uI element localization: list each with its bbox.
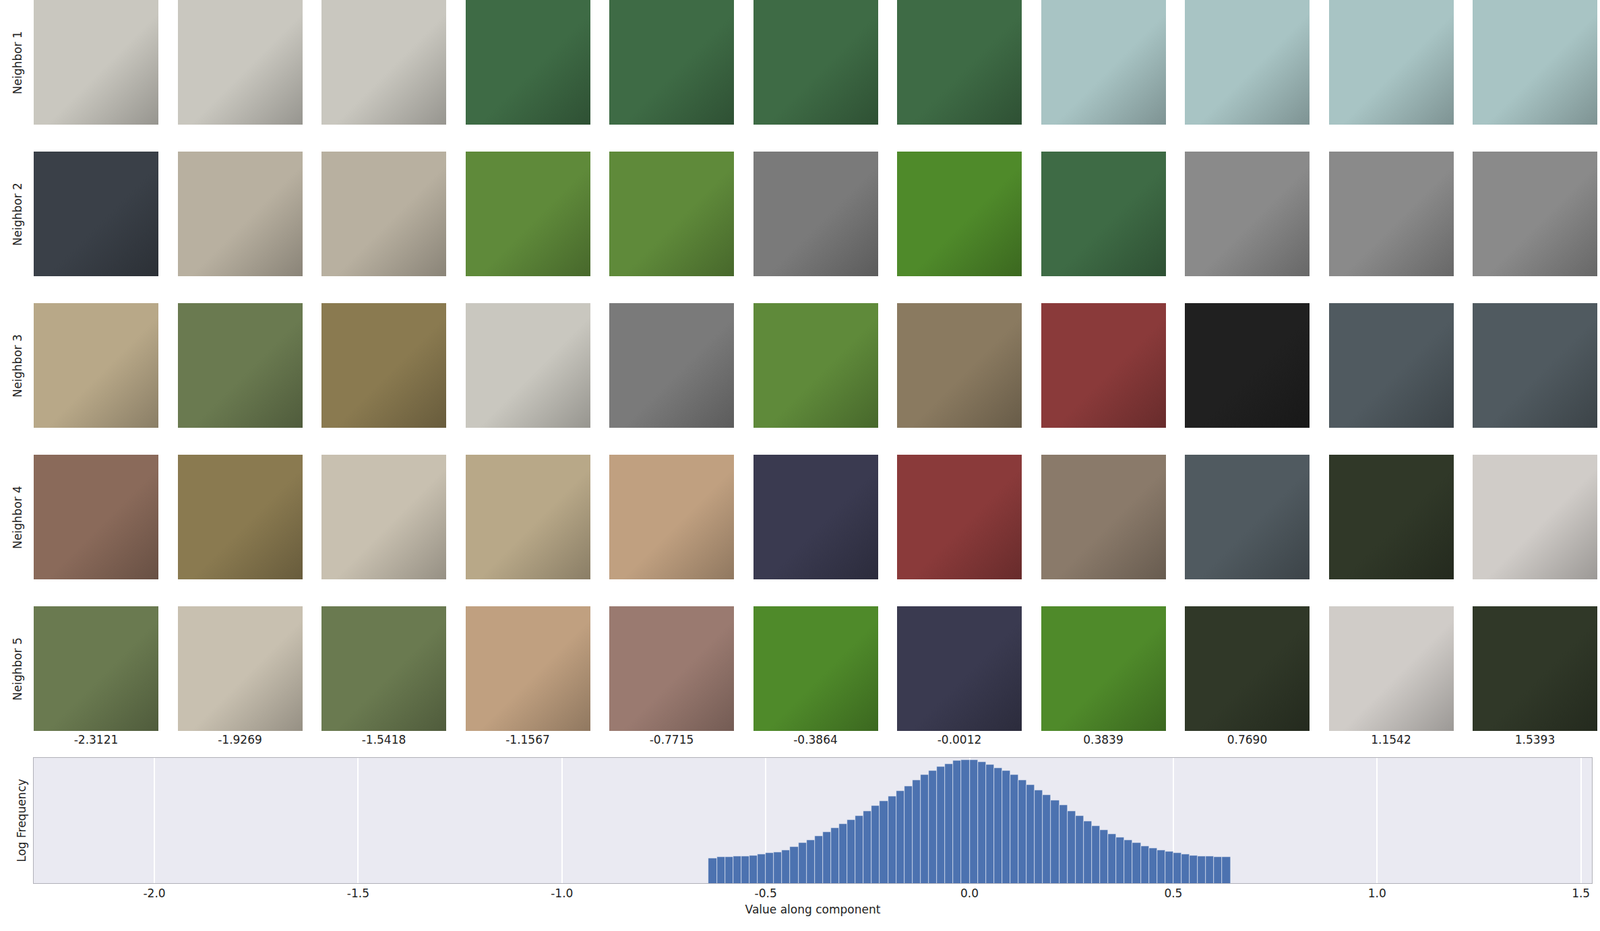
html-text:0.7690: 0.7690 bbox=[1227, 733, 1268, 747]
svg-text:0.0: 0.0 bbox=[960, 886, 979, 901]
svg-text:-1.0: -1.0 bbox=[550, 886, 573, 901]
html-text:0.3839: 0.3839 bbox=[1083, 733, 1124, 747]
html-text:-1.1567: -1.1567 bbox=[505, 733, 550, 747]
svg-text:-0.5: -0.5 bbox=[754, 886, 778, 901]
html-text:-0.3864: -0.3864 bbox=[793, 733, 838, 747]
html-text:1.5393: 1.5393 bbox=[1514, 733, 1555, 747]
html-text:-1.9269: -1.9269 bbox=[217, 733, 263, 747]
svg-text:Value along component: Value along component bbox=[745, 903, 881, 917]
svg-text:Log Frequency: Log Frequency bbox=[14, 779, 29, 863]
html-text:-1.5418: -1.5418 bbox=[361, 733, 406, 747]
html-text:Neighbor 3: Neighbor 3 bbox=[10, 334, 25, 398]
svg-text:-2.0: -2.0 bbox=[142, 886, 166, 901]
svg-text:0.5: 0.5 bbox=[1163, 886, 1183, 901]
svg-text:-1.5: -1.5 bbox=[347, 886, 370, 901]
html-text:Neighbor 2: Neighbor 2 bbox=[10, 182, 25, 246]
html-text:1.1542: 1.1542 bbox=[1371, 733, 1412, 747]
svg-text:1.5: 1.5 bbox=[1571, 886, 1590, 901]
html-text:Neighbor 1: Neighbor 1 bbox=[10, 30, 25, 94]
html-text:Neighbor 4: Neighbor 4 bbox=[10, 485, 25, 549]
html-text:-0.7715: -0.7715 bbox=[649, 733, 694, 747]
html-text:-0.0012: -0.0012 bbox=[937, 733, 982, 747]
html-text:Neighbor 5: Neighbor 5 bbox=[10, 637, 25, 701]
svg-text:1.0: 1.0 bbox=[1368, 886, 1387, 901]
html-text:-2.3121: -2.3121 bbox=[73, 733, 119, 747]
